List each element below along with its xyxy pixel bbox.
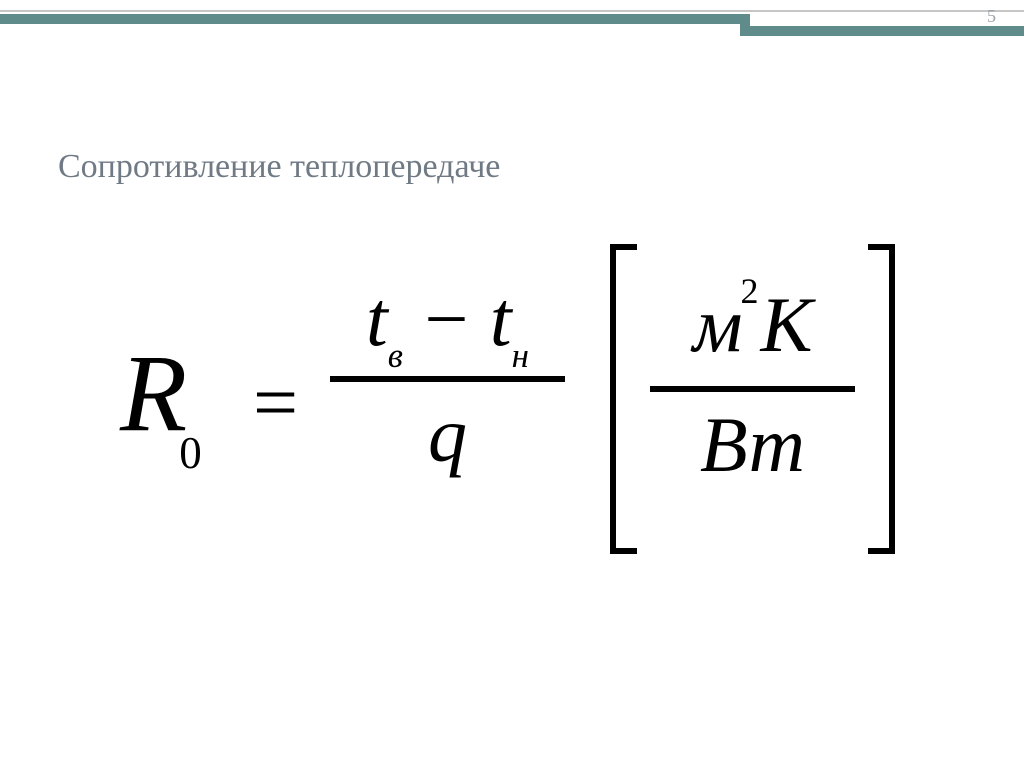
- fraction-main-denominator: q: [330, 390, 565, 480]
- fraction-main-numerator: tв − tн: [330, 280, 565, 358]
- subscript-n: н: [512, 336, 529, 375]
- symbol-t2: t: [490, 275, 512, 362]
- header-rule-thin: [0, 10, 1024, 12]
- formula-lhs: R0: [120, 330, 212, 457]
- minus-sign: −: [422, 275, 470, 362]
- subscript-v: в: [388, 336, 403, 375]
- formula: R0 = tв − tн q м2К Вт: [120, 250, 900, 570]
- unit-K: К: [760, 281, 812, 368]
- fraction-units: м2К Вт: [650, 280, 855, 490]
- header-rule-thick-left: [0, 14, 740, 24]
- symbol-t1: t: [366, 275, 388, 362]
- subscript-0: 0: [179, 428, 202, 478]
- fraction-units-numerator: м2К: [650, 280, 855, 370]
- fraction-main: tв − tн q: [330, 280, 565, 480]
- header-rule-thick-right: [740, 26, 1024, 36]
- slide-title: Сопротивление теплопередаче: [58, 148, 500, 186]
- fraction-units-denominator: Вт: [650, 400, 855, 490]
- fraction-main-bar: [330, 376, 565, 382]
- left-bracket-icon: [610, 244, 640, 554]
- units-bracket: м2К Вт: [610, 244, 895, 554]
- right-bracket-icon: [865, 244, 895, 554]
- header-rule: [0, 0, 1024, 40]
- fraction-units-bar: [650, 386, 855, 392]
- page-number: 5: [987, 6, 996, 27]
- equals-sign: =: [253, 358, 298, 449]
- superscript-2: 2: [740, 271, 758, 311]
- unit-m: м: [693, 281, 743, 368]
